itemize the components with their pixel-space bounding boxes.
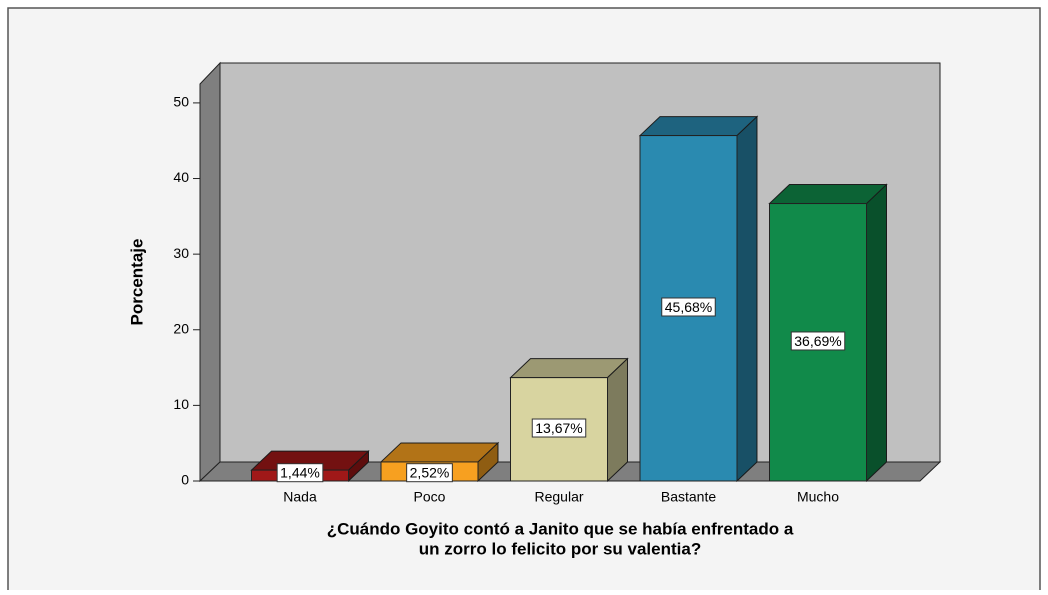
x-axis-label: ¿Cuándo Goyito contó a Janito que se hab… [327, 519, 794, 538]
y-tick-label: 30 [173, 245, 189, 261]
bar-side-shade [866, 184, 887, 481]
x-axis-label: un zorro lo felicito por su valentia? [419, 539, 701, 558]
bar-top-shade [381, 442, 498, 462]
bar-top-shade [640, 116, 757, 136]
x-tick-label: Bastante [661, 489, 716, 505]
x-tick-label: Regular [534, 489, 583, 505]
bar-side-shade [478, 442, 498, 481]
value-label-box [661, 297, 716, 317]
value-label-box [406, 463, 453, 483]
y-tick-label: 0 [181, 472, 189, 488]
x-tick-label: Mucho [797, 489, 839, 505]
y-tick-label: 50 [173, 94, 189, 110]
value-label-box [276, 463, 324, 483]
value-label: 13,67% [535, 420, 582, 436]
bar-side-shade [348, 451, 369, 481]
side-wall [199, 61, 221, 483]
y-tick-label: 20 [173, 320, 189, 336]
value-label: 1,44% [280, 465, 320, 481]
value-label: 36,69% [794, 333, 841, 349]
x-tick-label: Nada [283, 489, 317, 505]
value-label: 45,68% [665, 299, 712, 315]
value-label-box [531, 418, 587, 438]
bar-top-shade [769, 184, 887, 204]
y-tick-label: 40 [173, 169, 189, 185]
x-tick-label: Poco [414, 489, 446, 505]
y-tick-label: 10 [173, 396, 189, 412]
bar-side-shade [607, 358, 628, 481]
value-label: 2,52% [410, 465, 450, 481]
bar-top-shade [510, 358, 628, 378]
bar-side-shade [737, 116, 757, 481]
y-axis-label: Porcentaje [127, 239, 146, 326]
value-label-box [790, 331, 846, 351]
